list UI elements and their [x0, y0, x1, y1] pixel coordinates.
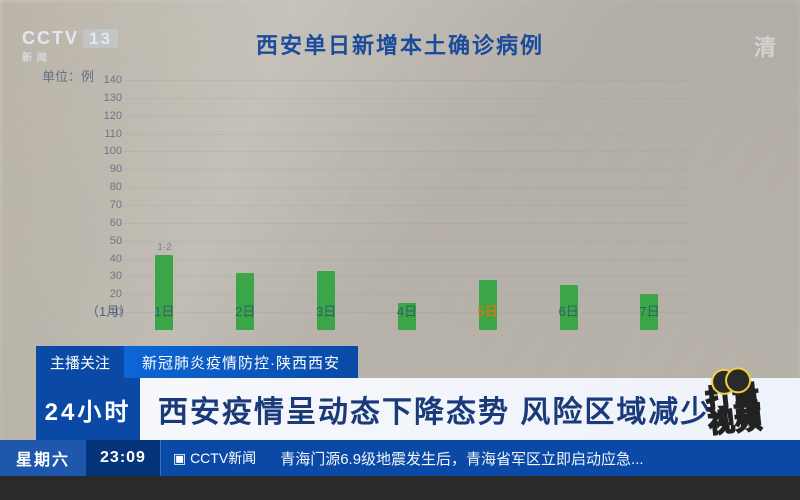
banner-top: 主播关注 新冠肺炎疫情防控·陕西西安 [36, 346, 358, 378]
chart-panel: 西安单日新增本土确诊病例 102030405060708090100110120… [110, 24, 690, 364]
bar-value-label: 1·2 [157, 242, 171, 253]
grid-line [124, 294, 690, 295]
topic-label: 新冠肺炎疫情防控·陕西西安 [124, 346, 358, 378]
y-tick: 20 [110, 288, 122, 300]
y-tick: 40 [110, 253, 122, 265]
watermark-stamp: 打量 视频 [685, 359, 782, 438]
y-tick: 130 [104, 92, 122, 104]
y-tick: 80 [110, 181, 122, 193]
lower-third: 主播关注 新冠肺炎疫情防控·陕西西安 24小时 西安疫情呈动态下降态势 风险区域… [0, 346, 800, 440]
grid-line [124, 98, 690, 99]
chart-title: 西安单日新增本土确诊病例 [110, 28, 690, 60]
x-tick: 1日 [144, 301, 184, 320]
grid-line [124, 169, 690, 170]
ticker-time: 23:09 [86, 440, 160, 476]
x-tick: 7日 [629, 301, 669, 320]
ticker-bar: 星期六 23:09 ▣ CCTV新闻 青海门源6.9级地震发生后，青海省军区立即… [0, 440, 800, 476]
grid-line [124, 241, 690, 242]
stamp-line2: 视频 [707, 406, 763, 436]
y-tick: 110 [104, 128, 122, 140]
grid-line [124, 80, 690, 81]
chart-area: 102030405060708090100110120130140 1·2 （1… [110, 80, 690, 330]
y-tick: 90 [110, 163, 122, 175]
grid-line [124, 205, 690, 206]
network-logo: CCTV13 新 闻 [22, 28, 118, 64]
y-axis: 102030405060708090100110120130140 [90, 80, 122, 330]
grid-line [124, 134, 690, 135]
chart-unit: 单位：例 [42, 66, 94, 85]
grid-line [124, 259, 690, 260]
grid-line [124, 223, 690, 224]
x-axis: 1日 2日 3日 4日 5日 6日 7日 [124, 301, 690, 320]
anchor-label: 主播关注 [36, 346, 124, 378]
y-tick: 100 [104, 145, 122, 157]
tv-icon: ▣ [173, 450, 186, 467]
program-name: 24小时 [36, 378, 140, 440]
x-tick: 6日 [549, 301, 589, 320]
grid-line [124, 312, 690, 313]
x-tick: 4日 [387, 301, 427, 320]
ticker-source: ▣ CCTV新闻 [160, 440, 268, 476]
camera-icon [709, 362, 751, 385]
bottom-bar [0, 476, 800, 500]
banner-mid: 24小时 西安疫情呈动态下降态势 风险区域减少 [36, 378, 800, 440]
y-tick: 30 [110, 270, 122, 282]
y-tick: 140 [104, 74, 122, 86]
bar-group [306, 269, 346, 330]
y-tick: 60 [110, 217, 122, 229]
grid-line [124, 151, 690, 152]
network-name: CCTV [22, 28, 79, 48]
x-tick: 3日 [306, 301, 346, 320]
y-tick: 70 [110, 199, 122, 211]
y-tick: 50 [110, 235, 122, 247]
grid-line [124, 276, 690, 277]
partner-logo: 清 [754, 30, 776, 62]
ticker-day: 星期六 [0, 440, 86, 476]
x-tick: 2日 [225, 301, 265, 320]
y-tick: 120 [104, 110, 122, 122]
grid-line [124, 116, 690, 117]
grid-line [124, 187, 690, 188]
ticker-news: 青海门源6.9级地震发生后，青海省军区立即启动应急... [268, 448, 800, 469]
ticker-source-name: CCTV新闻 [190, 448, 256, 468]
x-tick: 5日 [468, 301, 508, 320]
network-tagline: 新 闻 [22, 49, 118, 64]
